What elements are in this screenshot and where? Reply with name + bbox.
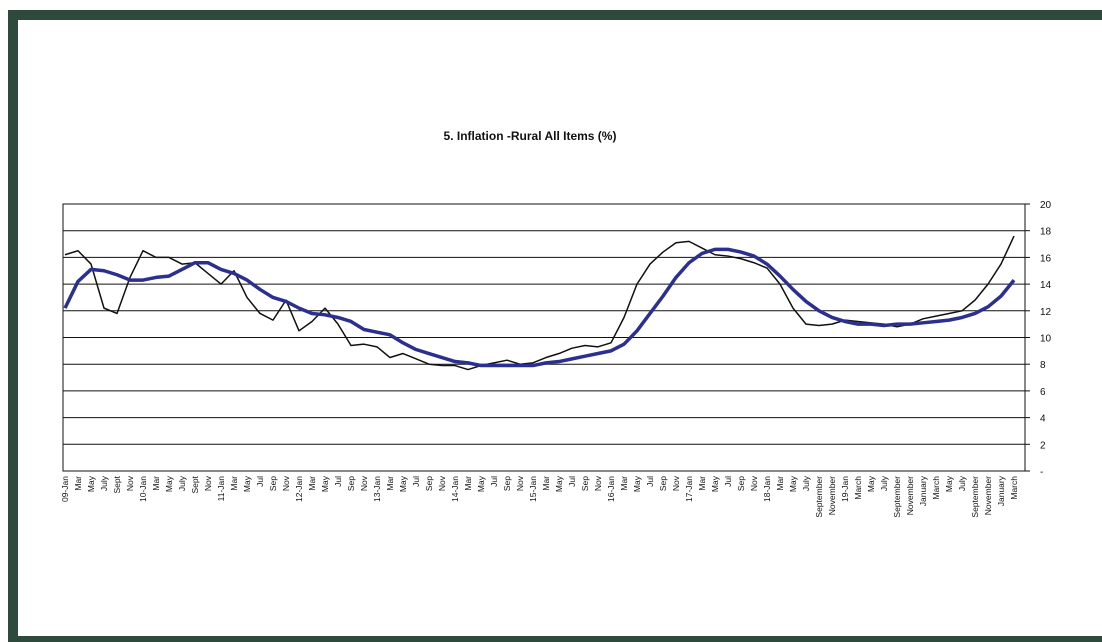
x-tick-label: May <box>398 475 408 492</box>
x-tick-label: Mar <box>229 476 239 491</box>
panel <box>18 20 1102 636</box>
x-tick-label: July <box>801 475 811 491</box>
x-tick-label: July <box>957 475 967 491</box>
x-tick-label: May <box>476 475 486 492</box>
x-tick-label: 19-Jan <box>840 476 850 502</box>
x-tick-label: May <box>554 475 564 492</box>
x-tick-label: Sep <box>424 476 434 491</box>
x-tick-label: 18-Jan <box>762 476 772 502</box>
x-tick-label: May <box>86 475 96 492</box>
x-tick-label: Jul <box>567 476 577 487</box>
x-tick-label: Nov <box>671 475 681 491</box>
x-tick-label: July <box>879 475 889 491</box>
y-tick-label: 16 <box>1040 253 1052 264</box>
x-tick-label: Nov <box>437 475 447 491</box>
x-tick-label: May <box>320 475 330 492</box>
x-tick-label: Mar <box>775 476 785 491</box>
x-tick-label: May <box>164 475 174 492</box>
x-tick-label: 12-Jan <box>294 476 304 502</box>
x-tick-label: Nov <box>125 475 135 491</box>
x-tick-label: Sep <box>346 476 356 491</box>
x-tick-label: Jul <box>411 476 421 487</box>
x-tick-label: Nov <box>515 475 525 491</box>
x-tick-label: Jul <box>255 476 265 487</box>
x-tick-label: 17-Jan <box>684 476 694 502</box>
y-tick-label: 6 <box>1040 387 1046 398</box>
x-tick-label: Mar <box>151 476 161 491</box>
x-tick-label: Jul <box>489 476 499 487</box>
x-tick-label: Nov <box>281 475 291 491</box>
x-tick-label: May <box>710 475 720 492</box>
x-tick-label: November <box>827 476 837 515</box>
x-tick-label: Nov <box>749 475 759 491</box>
x-tick-label: Sep <box>268 476 278 491</box>
x-tick-label: Jul <box>645 476 655 487</box>
x-tick-label: Sep <box>502 476 512 491</box>
x-tick-label: Mar <box>307 476 317 491</box>
y-tick-label: 2 <box>1040 440 1046 451</box>
x-tick-label: 15-Jan <box>528 476 538 502</box>
chart-title: 5. Inflation -Rural All Items (%) <box>444 129 617 143</box>
x-tick-label: 14-Jan <box>450 476 460 502</box>
x-tick-label: March <box>931 476 941 500</box>
x-tick-label: Mar <box>73 476 83 491</box>
x-tick-label: May <box>788 475 798 492</box>
x-tick-label: May <box>944 475 954 492</box>
x-tick-label: Sept <box>112 475 122 493</box>
x-tick-label: May <box>632 475 642 492</box>
x-tick-label: Sep <box>736 476 746 491</box>
x-tick-label: January <box>918 475 928 506</box>
x-tick-label: 13-Jan <box>372 476 382 502</box>
y-tick-label: 12 <box>1040 307 1052 318</box>
x-tick-label: May <box>242 475 252 492</box>
x-tick-label: Jul <box>333 476 343 487</box>
y-tick-label: - <box>1040 467 1043 478</box>
y-tick-label: 4 <box>1040 414 1046 425</box>
x-tick-label: September <box>814 476 824 518</box>
y-tick-label: 14 <box>1040 280 1052 291</box>
x-tick-label: Sept <box>190 475 200 493</box>
x-tick-label: September <box>892 476 902 518</box>
x-tick-label: November <box>983 476 993 515</box>
x-tick-label: Mar <box>385 476 395 491</box>
x-tick-label: 16-Jan <box>606 476 616 502</box>
series-line <box>64 235 1015 371</box>
y-tick-label: 8 <box>1040 360 1046 371</box>
x-tick-label: July <box>177 475 187 491</box>
x-tick-label: Mar <box>697 476 707 491</box>
x-tick-label: Jul <box>723 476 733 487</box>
x-tick-label: Mar <box>619 476 629 491</box>
x-tick-label: January <box>996 475 1006 506</box>
y-tick-label: 10 <box>1040 334 1052 345</box>
x-tick-label: Mar <box>541 476 551 491</box>
x-tick-label: Mar <box>463 476 473 491</box>
x-tick-label: March <box>853 476 863 500</box>
x-tick-label: Sep <box>580 476 590 491</box>
x-tick-label: Nov <box>359 475 369 491</box>
x-tick-label: 09-Jan <box>60 476 70 502</box>
x-tick-label: Nov <box>593 475 603 491</box>
x-tick-label: 10-Jan <box>138 476 148 502</box>
x-tick-label: Nov <box>203 475 213 491</box>
x-tick-label: May <box>866 475 876 492</box>
x-tick-label: March <box>1009 476 1019 500</box>
x-tick-label: 11-Jan <box>216 476 226 502</box>
series-line <box>63 247 1016 368</box>
x-tick-label: September <box>970 476 980 518</box>
x-tick-label: July <box>99 475 109 491</box>
x-tick-label: November <box>905 476 915 515</box>
y-tick-label: 20 <box>1040 200 1052 211</box>
y-tick-label: 18 <box>1040 227 1052 238</box>
x-tick-label: Sep <box>658 476 668 491</box>
